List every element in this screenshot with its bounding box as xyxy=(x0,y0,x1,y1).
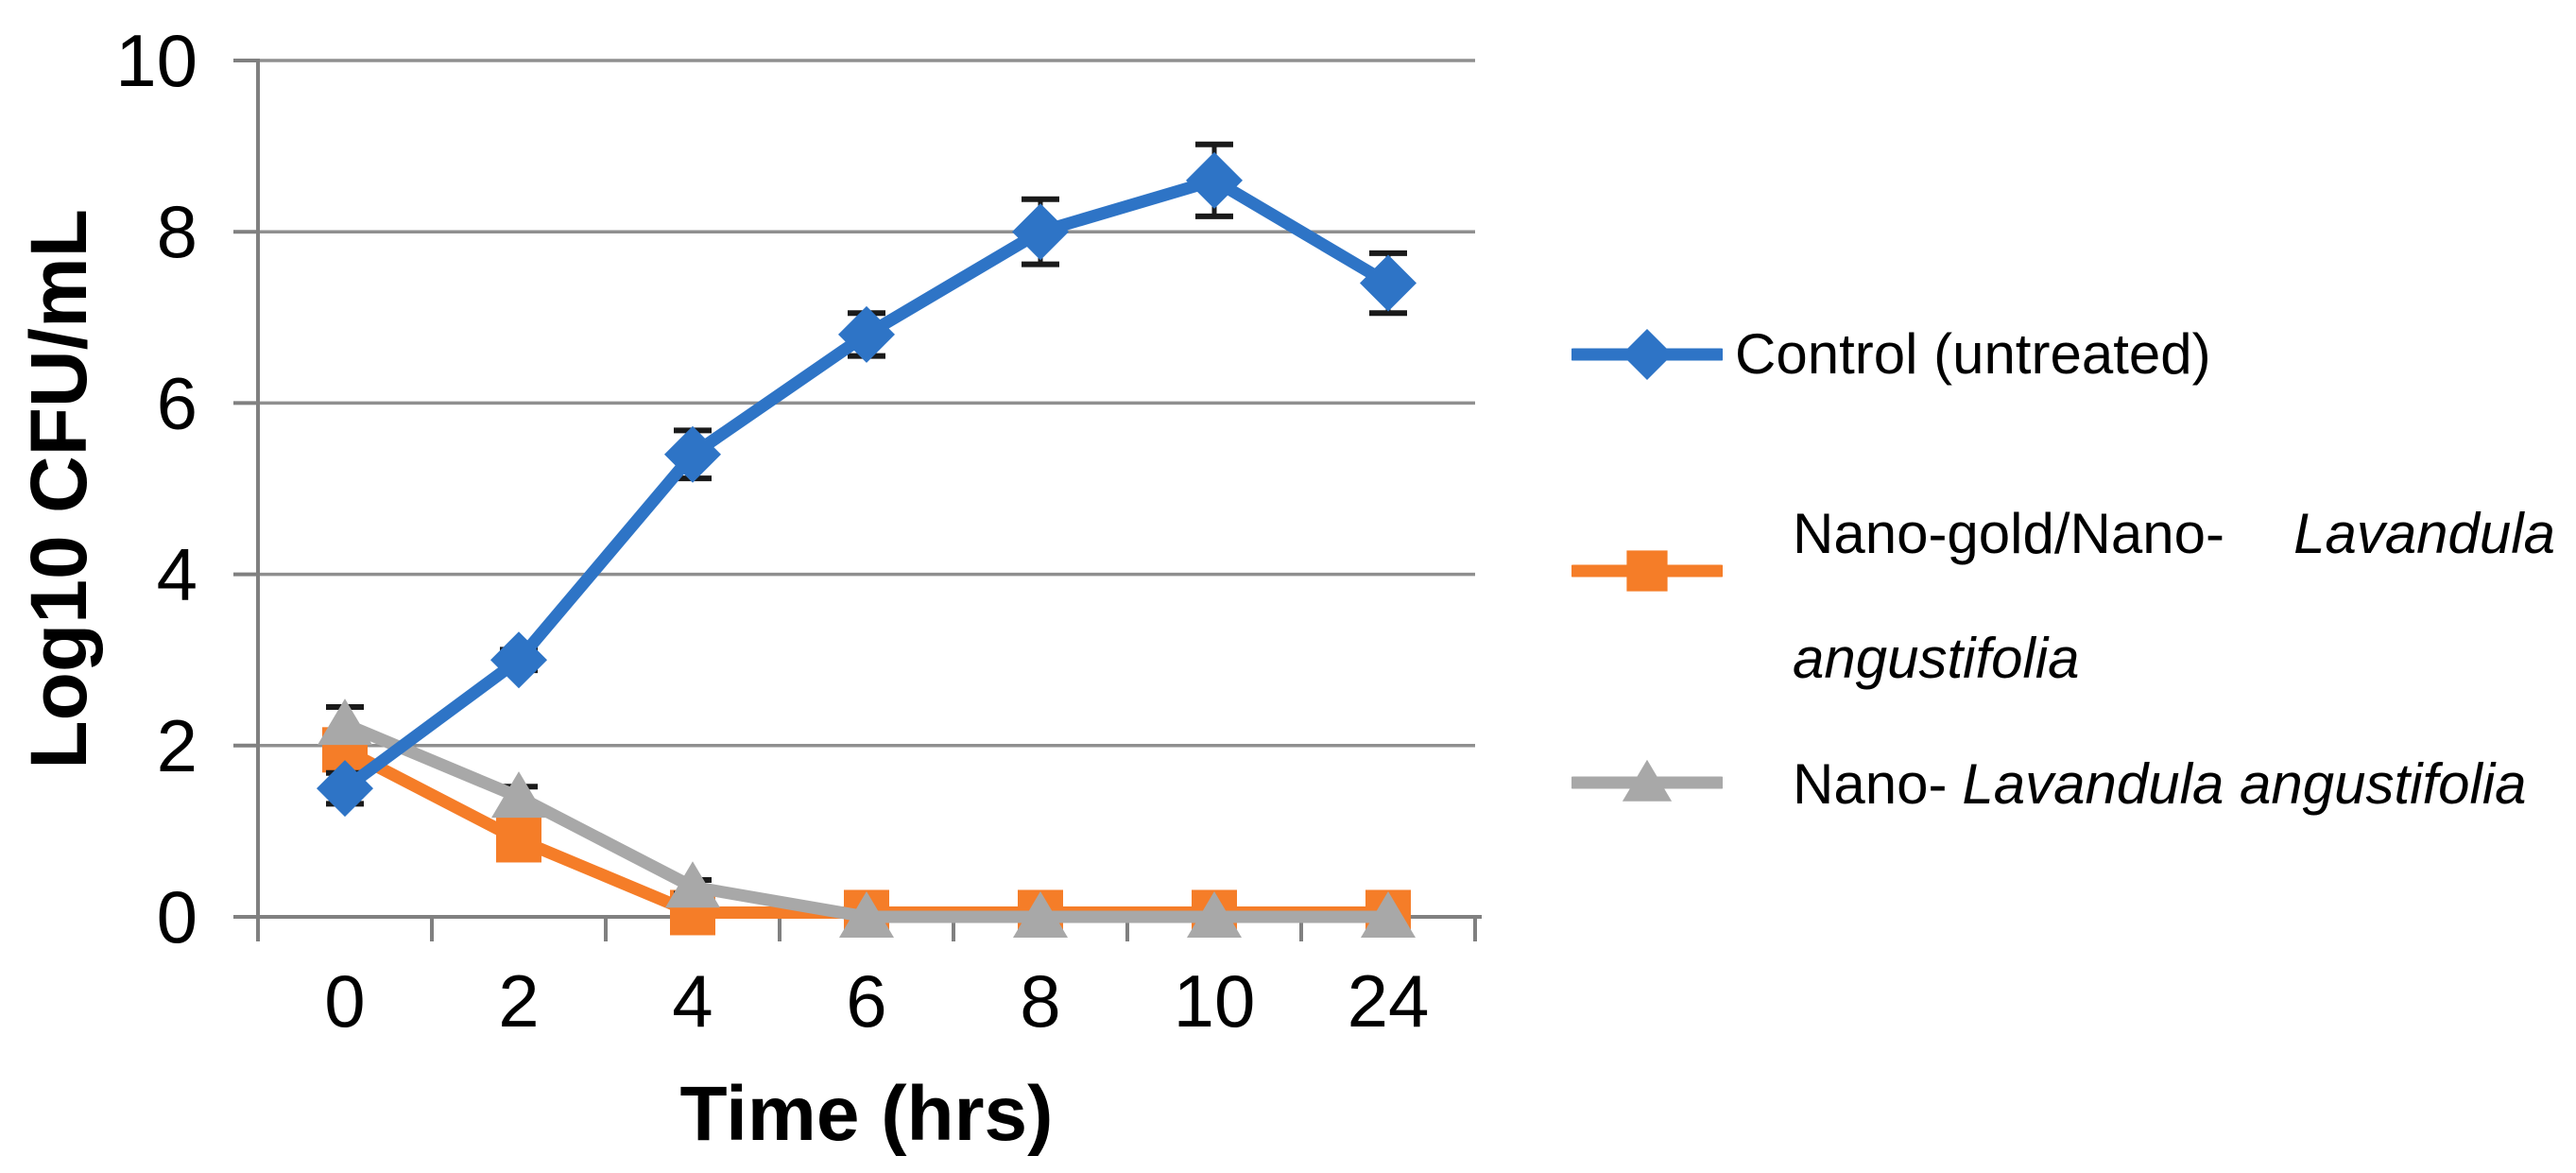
y-tick-label: 10 xyxy=(115,19,197,102)
x-tick-label: 6 xyxy=(846,959,886,1043)
point-triangle-8 xyxy=(1013,891,1068,938)
y-tick-label: 4 xyxy=(157,533,197,616)
y-tick-label: 0 xyxy=(157,875,197,958)
y-axis-title-wrap: Log10 CFU/mL xyxy=(13,60,104,917)
x-tick-label: 0 xyxy=(324,959,365,1043)
point-square-2 xyxy=(496,817,541,863)
legend-label-nano-lavandula-regular: Nano- xyxy=(1793,752,1948,816)
legend-label-control: Control (untreated) xyxy=(1735,322,2211,386)
x-axis-title: Time (hrs) xyxy=(679,1071,1054,1157)
legend-mark-shape-diamond xyxy=(1622,329,1673,380)
legend-marker-control xyxy=(1567,323,1727,386)
legend-sample-diamond xyxy=(1567,329,1727,380)
legend-label-nano-lavandula: Nano- Lavandula angustifolia xyxy=(1793,750,2527,819)
point-diamond-8 xyxy=(1012,203,1069,261)
point-triangle-10 xyxy=(1187,891,1242,938)
point-triangle-4 xyxy=(665,861,720,908)
point-diamond-2 xyxy=(490,631,547,689)
legend-marker-nano-lavandula xyxy=(1567,751,1727,814)
legend-sample-square xyxy=(1567,550,1727,592)
legend-mark-shape-square xyxy=(1626,550,1668,592)
x-tick-label: 8 xyxy=(1020,959,1060,1043)
x-tick-label: 2 xyxy=(498,959,539,1043)
point-diamond-0 xyxy=(317,760,373,818)
point-triangle-0 xyxy=(318,699,372,746)
y-tick-label: 6 xyxy=(157,361,197,444)
legend-sample-triangle xyxy=(1567,759,1727,802)
legend-label-nano-gold-line2: angustifolia xyxy=(1793,627,2080,690)
point-diamond-4 xyxy=(664,425,721,483)
legend-label-nano-gold-regular: Nano-gold/Nano- xyxy=(1793,502,2224,565)
point-diamond-24 xyxy=(1360,254,1417,312)
x-tick-label: 10 xyxy=(1174,959,1256,1043)
x-tick-label: 4 xyxy=(672,959,713,1043)
legend-mark-shape-triangle xyxy=(1622,759,1673,802)
series-line-diamond xyxy=(338,174,1395,795)
y-tick-label: 8 xyxy=(157,190,197,273)
point-triangle-6 xyxy=(839,891,894,938)
y-tick-label: 2 xyxy=(157,704,197,787)
point-triangle-2 xyxy=(491,771,546,819)
x-tick-label: 24 xyxy=(1348,959,1430,1043)
legend-marker-nano-gold xyxy=(1567,540,1727,602)
y-axis-title: Log10 CFU/mL xyxy=(13,208,103,769)
legend-label-nano-gold-line1: Nano-gold/Nano- Lavandula xyxy=(1793,500,2555,568)
legend-label-nano-lavandula-italic: Lavandula angustifolia xyxy=(1962,752,2527,816)
point-diamond-6 xyxy=(838,305,895,363)
point-triangle-24 xyxy=(1361,891,1416,938)
legend-label-nano-gold-italic: Lavandula xyxy=(2293,502,2555,565)
point-diamond-10 xyxy=(1186,151,1243,209)
